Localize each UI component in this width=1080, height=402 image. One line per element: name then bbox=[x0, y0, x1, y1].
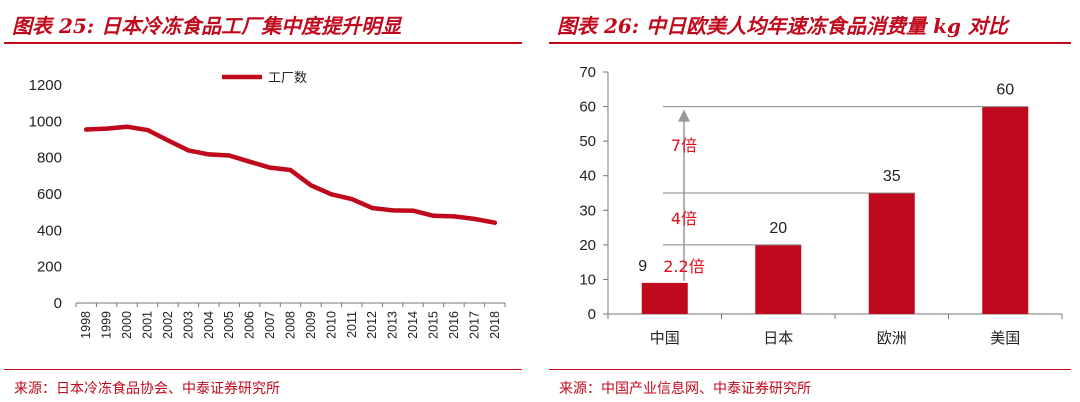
x-tick-label: 2014 bbox=[406, 311, 420, 339]
x-category-label: 欧洲 bbox=[877, 329, 907, 347]
data-point bbox=[165, 138, 171, 143]
y-tick-label: 800 bbox=[37, 150, 62, 167]
x-tick-label: 2013 bbox=[386, 311, 400, 339]
x-tick-label: 2006 bbox=[243, 311, 257, 339]
figure-title: 图表 26: 中日欧美人均年速冻食品消费量 kg 对比 bbox=[557, 14, 1008, 38]
data-point bbox=[186, 148, 191, 153]
x-tick-label: 2007 bbox=[263, 311, 277, 339]
data-point bbox=[104, 126, 109, 131]
y-tick-label: 1200 bbox=[29, 77, 62, 94]
y-tick-label: 10 bbox=[579, 271, 596, 288]
data-label: 20 bbox=[769, 220, 787, 237]
y-tick-label: 20 bbox=[579, 237, 596, 254]
bar bbox=[868, 193, 915, 314]
data-point bbox=[206, 152, 211, 157]
x-tick-label: 2000 bbox=[120, 311, 134, 339]
data-point bbox=[124, 124, 130, 129]
x-tick-label: 2002 bbox=[161, 311, 175, 339]
y-tick-label: 1000 bbox=[29, 113, 62, 130]
y-tick-label: 30 bbox=[579, 202, 596, 219]
multiplier-label: 2.2倍 bbox=[663, 257, 704, 276]
figure-source: 来源：中国产业信息网、中泰证券研究所 bbox=[559, 381, 811, 397]
y-tick-label: 70 bbox=[579, 64, 596, 81]
x-tick-label: 2018 bbox=[488, 311, 502, 339]
data-point bbox=[410, 208, 416, 213]
multiplier-arrowhead bbox=[678, 109, 690, 122]
line-chart: 0 200 400 600 800 1000 1200 1998 1999 2000 2001 200… bbox=[29, 71, 506, 339]
title-rule bbox=[549, 42, 1071, 44]
bar bbox=[755, 244, 802, 314]
data-label: 35 bbox=[883, 168, 901, 185]
x-tick-label: 2009 bbox=[304, 311, 318, 339]
data-point bbox=[267, 165, 273, 170]
x-tick-label: 2008 bbox=[284, 311, 298, 339]
x-tick-label: 2004 bbox=[202, 311, 216, 339]
data-point bbox=[329, 192, 334, 197]
multiplier-label: 4倍 bbox=[671, 209, 697, 228]
y-tick-label: 600 bbox=[37, 186, 62, 203]
multiplier-label: 7倍 bbox=[671, 136, 697, 155]
figure-25-panel: 图表 25: 日本冷冻食品工厂集中度提升明显 0 200 400 600 800 1000… bbox=[0, 0, 530, 402]
y-tick-label: 0 bbox=[54, 295, 62, 312]
y-tick-label: 40 bbox=[579, 168, 596, 185]
data-point bbox=[472, 216, 477, 222]
data-point bbox=[84, 127, 89, 132]
data-point bbox=[145, 127, 150, 133]
figure-source: 来源：日本冷冻食品协会、中泰证券研究所 bbox=[14, 381, 280, 397]
series-line-factories bbox=[83, 124, 498, 225]
data-point bbox=[247, 159, 252, 164]
data-point bbox=[288, 167, 293, 173]
x-tick-label: 2005 bbox=[222, 311, 236, 339]
data-point bbox=[349, 196, 354, 202]
bar bbox=[641, 282, 688, 314]
x-category-label: 中国 bbox=[650, 329, 680, 347]
data-point bbox=[308, 183, 314, 188]
source-rule bbox=[549, 369, 1071, 370]
x-tick-label: 2011 bbox=[345, 311, 359, 338]
data-point bbox=[492, 220, 497, 225]
data-point bbox=[431, 213, 436, 218]
x-tick-label: 2001 bbox=[141, 311, 155, 339]
y-tick-label: 400 bbox=[37, 222, 62, 239]
x-category-label: 美国 bbox=[990, 329, 1020, 347]
data-label: 9 bbox=[638, 258, 647, 275]
data-point bbox=[390, 208, 395, 213]
y-tick-label: 50 bbox=[579, 133, 596, 150]
x-tick-label: 2010 bbox=[324, 311, 338, 339]
x-tick-label: 2012 bbox=[365, 311, 379, 339]
figure-26-panel: 图表 26: 中日欧美人均年速冻食品消费量 kg 对比 0 10 20 30 40 50 6… bbox=[545, 0, 1080, 402]
x-tick-label: 2017 bbox=[467, 311, 481, 339]
data-point bbox=[227, 153, 232, 158]
data-label: 60 bbox=[996, 82, 1014, 99]
data-point bbox=[370, 205, 375, 211]
x-tick-label: 1999 bbox=[100, 311, 114, 339]
title-rule bbox=[4, 42, 522, 44]
y-tick-label: 60 bbox=[579, 99, 596, 116]
x-tick-label: 1998 bbox=[79, 311, 93, 339]
y-tick-label: 200 bbox=[37, 259, 62, 276]
legend-label: 工厂数 bbox=[268, 71, 307, 86]
data-point bbox=[451, 214, 457, 219]
x-tick-label: 2016 bbox=[447, 311, 461, 339]
bar bbox=[982, 106, 1029, 314]
figure-title: 图表 25: 日本冷冻食品工厂集中度提升明显 bbox=[12, 14, 402, 38]
x-tick-label: 2015 bbox=[427, 311, 441, 339]
y-tick-label: 0 bbox=[588, 306, 596, 323]
x-category-label: 日本 bbox=[763, 329, 793, 347]
x-tick-label: 2003 bbox=[181, 311, 195, 339]
source-rule bbox=[4, 369, 522, 370]
